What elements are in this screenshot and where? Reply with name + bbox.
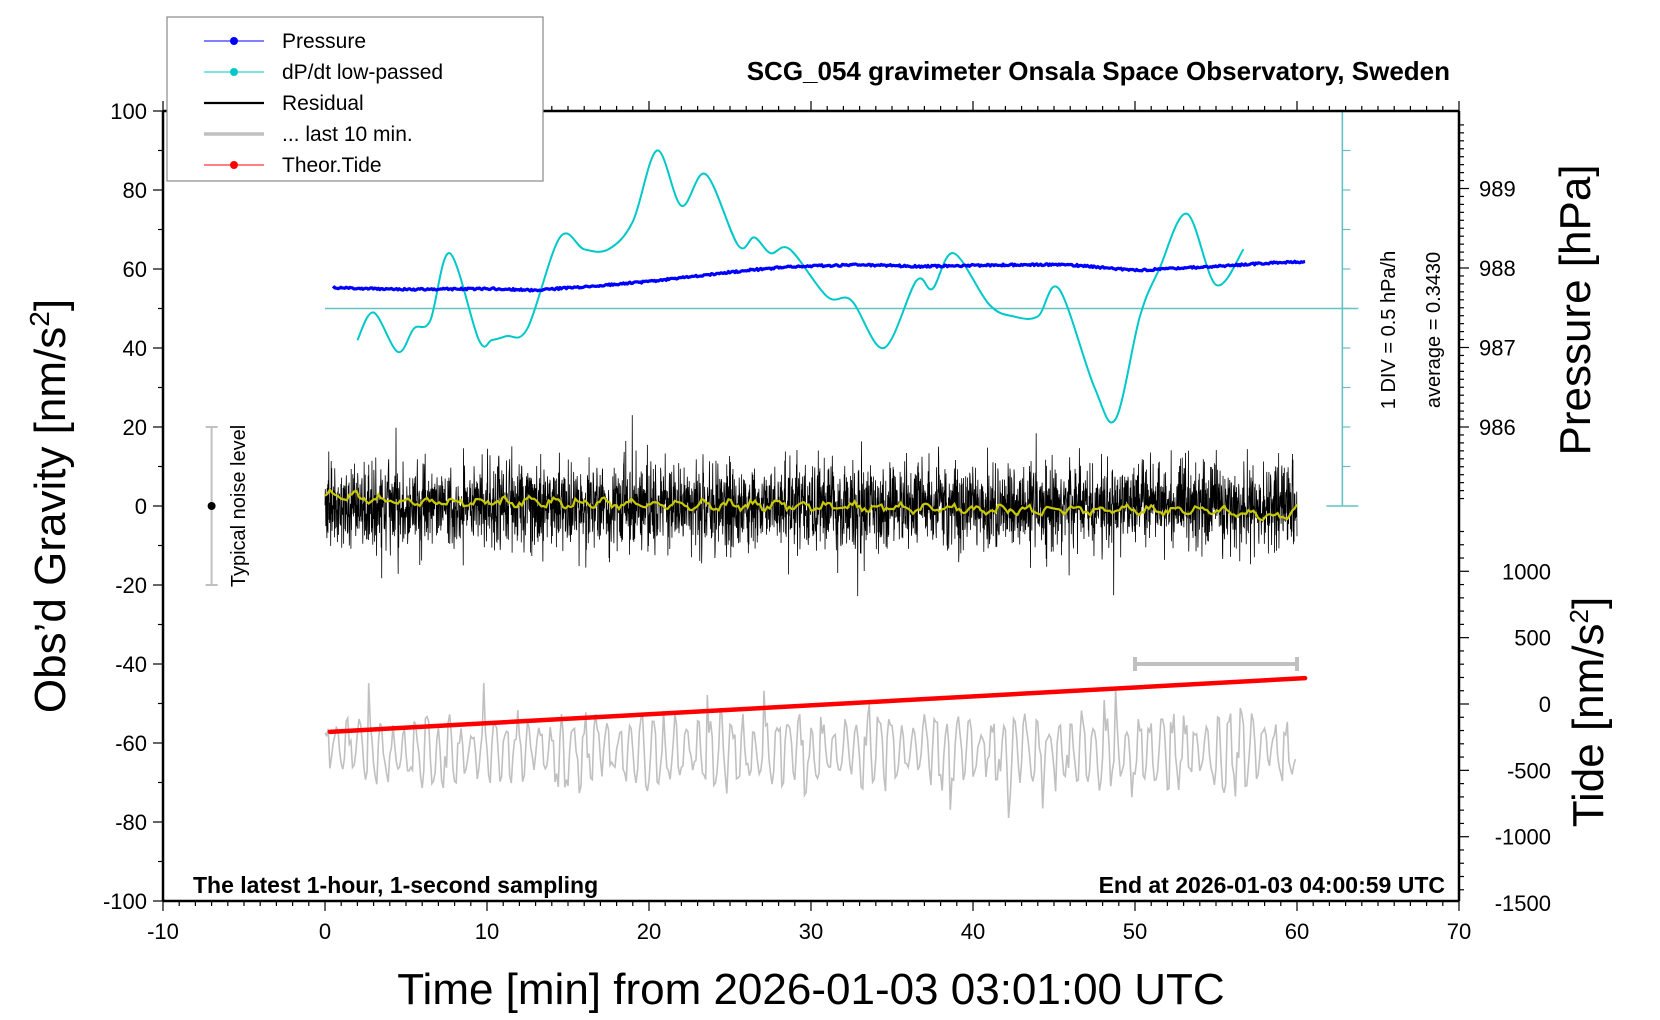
annotation-bottom-left: The latest 1-hour, 1-second sampling (193, 872, 598, 898)
legend-label: dP/dt low-passed (282, 61, 443, 84)
axis-ticks: -10 0 10 20 30 40 50 60 70100806040200-20-40-60-… (103, 99, 1551, 944)
x-tick-label: 0 (319, 919, 331, 944)
dpdt-scale-axis (325, 110, 1359, 507)
pressure-tick-label: 987 (1479, 336, 1516, 361)
y-left-tick-label: 100 (110, 99, 147, 124)
dpdt-scale-label: 1 DIV = 0.5 hPa/h (1378, 251, 1400, 409)
y-left-tick-label: 80 (123, 178, 147, 203)
theor-tide-line (327, 675, 1308, 735)
y-axis-title-gravity-main: Obs’d Gravity [nm/s (26, 327, 75, 713)
legend-label: Residual (282, 92, 364, 115)
x-axis-title: Time [min] from 2026-01-03 03:01:00 UTC (397, 965, 1224, 1014)
y-axis-title-tide-sup: 2 (1564, 609, 1594, 623)
y-axis-title-gravity: Obs’d Gravity [nm/s2] (24, 299, 75, 713)
legend-entry: ... last 10 min. (204, 123, 413, 146)
y-left-tick-label: 20 (123, 415, 147, 440)
y-left-tick-label: 0 (135, 494, 147, 519)
pressure-tick-label: 989 (1479, 177, 1516, 202)
y-left-tick-label: 60 (123, 257, 147, 282)
tide-tick-label: -1000 (1495, 825, 1551, 850)
legend-box (166, 16, 544, 182)
y-axis-title-tide-end: ] (1564, 597, 1613, 609)
legend-marker-dot (230, 161, 238, 169)
pressure-series (331, 259, 1306, 293)
x-tick-label: 30 (799, 919, 823, 944)
last-10-min-bar (1133, 657, 1299, 671)
y-axis-title-pressure: Pressure [hPa] (1551, 164, 1600, 455)
noise-level-label: Typical noise level (228, 425, 250, 587)
x-tick-label: 10 (475, 919, 499, 944)
y-axis-title-tide-main: Tide [nm/s (1564, 623, 1613, 827)
dpdt-line (356, 149, 1245, 424)
theor-tide-series (327, 675, 1308, 735)
legend-marker-dot (230, 37, 238, 45)
residual-smoothed-series (324, 487, 1298, 522)
residual-smoothed-line (324, 487, 1298, 522)
x-tick-label: 20 (637, 919, 661, 944)
noise-center-dot (207, 502, 216, 510)
y-axis-title-gravity-end: ] (26, 299, 75, 311)
y-left-tick-label: -40 (115, 652, 147, 677)
y-axis-title-tide: Tide [nm/s2] (1564, 597, 1613, 827)
noise-level-indicator (205, 426, 218, 586)
residual-line (324, 415, 1298, 597)
pressure-line (331, 259, 1306, 293)
x-tick-label: 40 (961, 919, 985, 944)
dpdt-series (356, 149, 1245, 424)
y-left-tick-label: -100 (103, 889, 147, 914)
legend-entry: Theor.Tide (204, 154, 382, 177)
tide-tick-label: -1500 (1495, 891, 1551, 916)
legend-marker-dot (230, 68, 238, 76)
y-left-tick-label: -20 (115, 573, 147, 598)
residual-series (324, 415, 1298, 597)
pressure-tick-label: 986 (1479, 415, 1516, 440)
tide-tick-label: -500 (1507, 758, 1551, 783)
x-tick-label: -10 (147, 919, 179, 944)
y-axis-title-gravity-sup: 2 (24, 311, 55, 327)
last-10-min-line (324, 682, 1297, 819)
last-10-min-series (324, 682, 1297, 819)
legend-entry: dP/dt low-passed (204, 61, 443, 84)
pressure-tick-label: 988 (1479, 256, 1516, 281)
x-tick-label: 60 (1285, 919, 1309, 944)
dpdt-average-label: average = 0.3430 (1423, 252, 1445, 408)
legend: Pressure dP/dt low-passed Residual ... last… (166, 16, 544, 182)
tide-tick-label: 500 (1514, 626, 1551, 651)
legend-label: Theor.Tide (282, 154, 382, 177)
y-left-tick-label: -60 (115, 731, 147, 756)
legend-label: Pressure (282, 30, 366, 53)
legend-entry: Residual (204, 92, 364, 115)
legend-entry: Pressure (204, 30, 366, 53)
tide-tick-label: 0 (1539, 692, 1551, 717)
y-left-tick-label: -80 (115, 810, 147, 835)
chart-title: SCG_054 gravimeter Onsala Space Observat… (747, 56, 1450, 86)
y-left-tick-label: 40 (123, 336, 147, 361)
legend-label: ... last 10 min. (282, 123, 413, 146)
tide-tick-label: 1000 (1502, 559, 1551, 584)
x-tick-label: 70 (1447, 919, 1471, 944)
x-tick-label: 50 (1123, 919, 1147, 944)
annotation-bottom-right: End at 2026-01-03 04:00:59 UTC (1099, 872, 1445, 898)
